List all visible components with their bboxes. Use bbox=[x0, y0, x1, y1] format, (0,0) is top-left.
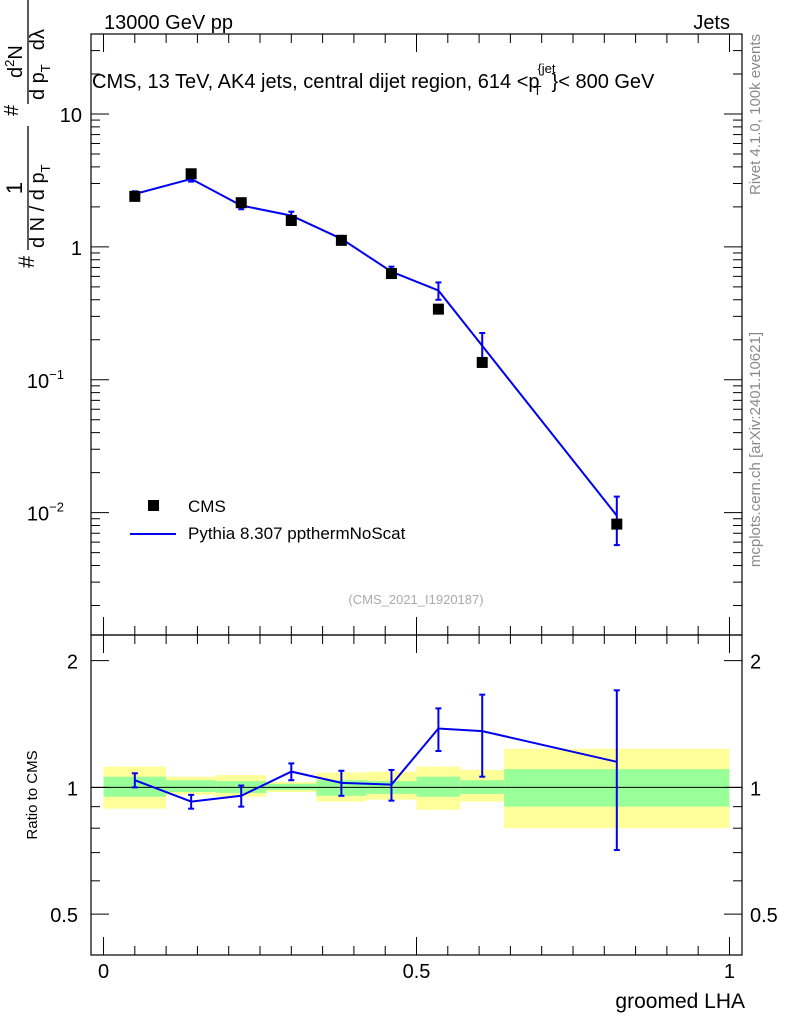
ratio-y-tick-label-right: 1 bbox=[750, 778, 761, 800]
main-y-ticks: 10 1 10−1 10−2 bbox=[27, 33, 742, 607]
legend-label-cms: CMS bbox=[188, 497, 226, 516]
y-tick-label: 10−2 bbox=[27, 500, 64, 526]
ratio-data-layer bbox=[131, 689, 620, 852]
x-tick-label: 1 bbox=[724, 961, 735, 983]
cms-data-point bbox=[476, 356, 488, 368]
cms-data-point bbox=[335, 234, 347, 246]
svg-text:d N / d pT: d N / d pT bbox=[27, 164, 53, 248]
ylabel-hash-2: # bbox=[1, 104, 23, 116]
ratio-y-ticks: 2 2 1 1 0.5 0.5 bbox=[50, 652, 778, 956]
ratio-inner-band bbox=[166, 780, 217, 793]
ratio-plot-panel: 2 21 10.5 0.5 0 0.5 1 Ratio to CMS groomed LH… bbox=[24, 634, 778, 1013]
ylabel-dp: d p bbox=[27, 72, 49, 100]
plot-title-tail: }< 800 GeV bbox=[552, 71, 656, 93]
main-plot-panel: 10 1 10−1 10−2 CMS, 13 TeV, AK4 jets, centr… bbox=[1, 0, 743, 636]
cms-data-point bbox=[432, 303, 444, 315]
ratio-inner-band bbox=[416, 776, 461, 797]
cms-data-point bbox=[235, 197, 247, 209]
ylabel-pt-sub: T bbox=[38, 164, 53, 172]
ratio-y-tick-label-right: 0.5 bbox=[750, 905, 778, 927]
ylabel-dn-dpt: d N / d p bbox=[27, 172, 49, 248]
svg-text:d2N: d2N bbox=[2, 45, 27, 78]
y-tick-label: 10−1 bbox=[27, 367, 64, 393]
ylabel-dp-sub: T bbox=[38, 64, 53, 72]
y-tick-label: 1 bbox=[71, 238, 82, 260]
legend-marker-cms bbox=[148, 500, 159, 511]
ylabel-d2n-exp: 2 bbox=[2, 60, 17, 67]
ratio-uncertainty-bands bbox=[103, 748, 730, 829]
ratio-x-ticks: 0 0.5 1 bbox=[98, 635, 735, 983]
header-collision-label: 13000 GeV pp bbox=[104, 12, 233, 34]
ratio-y-tick-label: 2 bbox=[67, 652, 78, 674]
main-plot-frame bbox=[90, 33, 743, 636]
ratio-y-tick-label-right: 2 bbox=[750, 652, 761, 674]
ylabel-d2n-d: d bbox=[5, 67, 27, 78]
plot-title-sup: {jet bbox=[537, 61, 555, 76]
cms-data-point bbox=[285, 214, 297, 226]
plot-title: CMS, 13 TeV, AK4 jets, central dijet reg… bbox=[92, 61, 655, 98]
svg-text:#: # bbox=[14, 255, 39, 268]
x-tick-label: 0.5 bbox=[403, 961, 431, 983]
main-data-layer bbox=[129, 168, 623, 547]
plot-title-sub: T bbox=[534, 83, 542, 98]
cms-data-point bbox=[185, 168, 197, 180]
pythia-curve bbox=[134, 177, 618, 517]
x-axis-label: groomed LHA bbox=[615, 990, 745, 1013]
x-tick-label: 0 bbox=[98, 961, 109, 983]
ratio-y-tick-label: 0.5 bbox=[50, 905, 78, 927]
main-x-ticks bbox=[103, 34, 730, 635]
cms-data-point bbox=[385, 268, 397, 280]
svg-text:d pTdλ: d pTdλ bbox=[27, 29, 53, 100]
ratio-y-axis-label: Ratio to CMS bbox=[24, 750, 41, 839]
legend-label-pythia: Pythia 8.307 ppthermNoScat bbox=[188, 524, 406, 543]
legend: CMS Pythia 8.307 ppthermNoScat bbox=[130, 497, 406, 543]
analysis-watermark: (CMS_2021_I1920187) bbox=[348, 592, 483, 607]
ylabel-dlambda: dλ bbox=[27, 29, 49, 50]
header-process-label: Jets bbox=[693, 12, 730, 34]
ratio-y-tick-label: 1 bbox=[67, 778, 78, 800]
main-y-axis-label: # 1 d N / d pT # d2N d pTdλ # # bbox=[1, 0, 53, 268]
ylabel-numerator-one: 1 bbox=[2, 182, 27, 194]
cms-data-point bbox=[129, 190, 141, 202]
rivet-version-label: Rivet 4.1.0, 100k events bbox=[747, 34, 764, 195]
ylabel-d2n-n: N bbox=[5, 45, 27, 59]
ylabel-hash-1: # bbox=[14, 255, 39, 268]
plot-title-main: CMS, 13 TeV, AK4 jets, central dijet reg… bbox=[92, 71, 540, 93]
cms-data-point bbox=[611, 518, 623, 530]
y-tick-label: 10 bbox=[60, 105, 82, 127]
mcplots-label: mcplots.cern.ch [arXiv:2401.10621] bbox=[747, 332, 764, 567]
